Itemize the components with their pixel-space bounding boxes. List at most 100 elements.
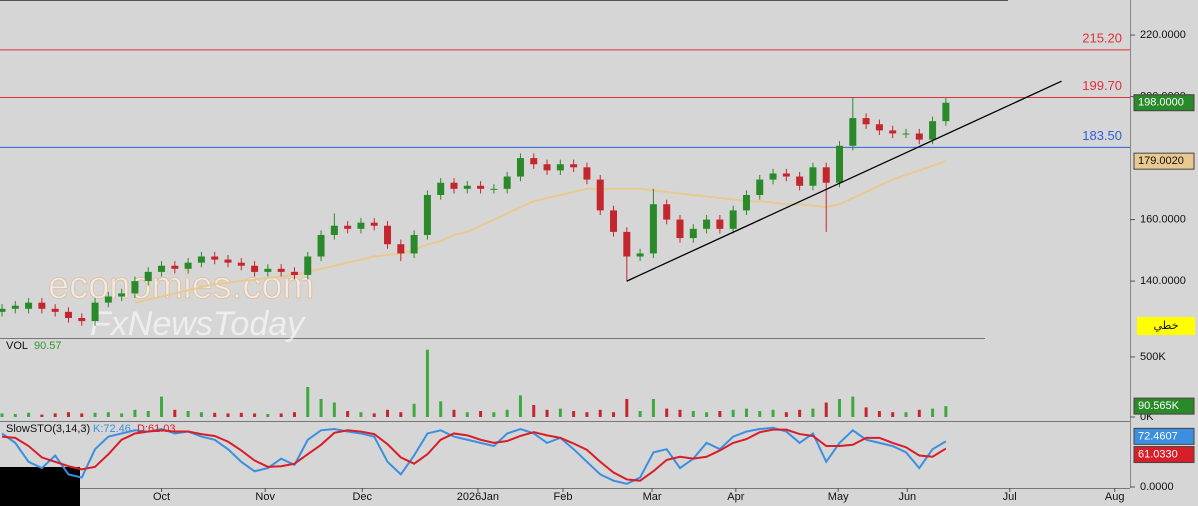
- candle-body: [290, 271, 298, 275]
- watermark: economies.com: [48, 265, 314, 307]
- volume-bar: [585, 412, 589, 417]
- candle-body: [556, 164, 564, 171]
- candle-body: [224, 259, 232, 263]
- volume-bar: [226, 413, 230, 417]
- candle-body: [583, 167, 591, 180]
- candle-body: [197, 256, 205, 263]
- x-tick-label: Dec: [352, 491, 372, 503]
- candle-body: [51, 308, 59, 312]
- value-tag: [1133, 397, 1195, 415]
- candle-body: [437, 182, 445, 195]
- volume-bar: [705, 412, 709, 417]
- candle-body: [264, 268, 272, 272]
- volume-bar: [811, 408, 815, 417]
- trend-line: [626, 80, 1062, 282]
- volume-bar: [80, 413, 84, 417]
- candle-body: [822, 167, 830, 183]
- candle-body: [636, 253, 644, 257]
- candle-body: [929, 121, 937, 140]
- candle-body: [503, 176, 511, 189]
- x-tick-label: May: [828, 491, 849, 503]
- candle-body: [251, 265, 259, 272]
- style-button[interactable]: [1137, 317, 1195, 335]
- candle-body: [11, 305, 19, 309]
- value-tag: [1133, 427, 1195, 445]
- candle-body: [490, 188, 498, 190]
- volume-bar: [931, 408, 935, 417]
- y-tick-label: 140.0000: [1140, 275, 1186, 287]
- candle-body: [849, 118, 857, 146]
- candle-body: [610, 210, 618, 232]
- candle-body: [304, 256, 312, 275]
- oscillator-line: [1, 428, 947, 482]
- value-tag: [1133, 94, 1195, 112]
- volume-bar: [372, 413, 376, 417]
- candle-body: [516, 158, 524, 177]
- candle-body: [902, 133, 910, 135]
- volume-bar: [106, 412, 110, 417]
- candle-body: [370, 222, 378, 226]
- candle-body: [410, 234, 418, 254]
- candle-body: [742, 194, 750, 211]
- pane-value: 90.57: [34, 340, 62, 352]
- candle-body: [237, 262, 245, 266]
- value-tag-label: 61.0330: [1138, 448, 1178, 460]
- volume-bar: [0, 413, 4, 417]
- level-label: 199.70: [1082, 78, 1122, 93]
- candle-body: [384, 225, 392, 245]
- volume-bar: [877, 410, 881, 417]
- candle-body: [875, 124, 883, 131]
- volume-bar: [346, 410, 350, 417]
- volume-bar: [199, 412, 203, 417]
- volume-bar: [891, 412, 895, 417]
- value-tag: [1133, 152, 1195, 170]
- candle-body: [211, 256, 219, 260]
- candle-body: [889, 130, 897, 134]
- value-tag: [1133, 446, 1195, 464]
- candle-body: [184, 262, 192, 269]
- value-tag-label: 72.4607: [1138, 430, 1178, 442]
- candle-body: [915, 133, 923, 140]
- volume-bar: [518, 395, 522, 417]
- volume-bar: [399, 412, 403, 417]
- pane-title: VOL: [6, 340, 28, 352]
- y-tick-label: 220.0000: [1140, 29, 1186, 41]
- legend-entry: K:72.46: [93, 423, 131, 435]
- candle-body: [570, 164, 578, 168]
- volume-bar: [13, 413, 17, 417]
- value-tag-label: 198.0000: [1138, 97, 1184, 109]
- volume-bar: [612, 412, 616, 417]
- candle-body: [942, 102, 950, 122]
- volume-bar: [824, 402, 828, 417]
- volume-bar: [40, 414, 44, 417]
- volume-bar: [944, 406, 948, 417]
- watermark: FxNewsToday: [90, 305, 306, 343]
- volume-bar: [731, 409, 735, 417]
- x-tick-label: Apr: [727, 491, 744, 503]
- volume-bar: [412, 403, 416, 417]
- volume-bar: [186, 410, 190, 417]
- candle-body: [171, 265, 179, 269]
- volume-bar: [665, 408, 669, 417]
- time-axis: [0, 488, 1198, 506]
- volume-bar: [146, 410, 150, 417]
- volume-bar: [53, 413, 57, 417]
- volume-bar: [532, 404, 536, 417]
- candle-body: [796, 176, 804, 186]
- style-button-label[interactable]: خطي: [1154, 320, 1179, 332]
- volume-bar: [239, 412, 243, 417]
- candle-body: [104, 296, 112, 303]
- candle-body: [623, 231, 631, 257]
- volume-bar: [558, 408, 562, 417]
- candle-body: [689, 228, 697, 239]
- volume-bar: [838, 398, 842, 417]
- x-tick-label: Jun: [898, 491, 916, 503]
- candle-body: [716, 219, 724, 229]
- volume-bar: [545, 409, 549, 417]
- candle-body: [158, 265, 166, 272]
- volume-bar: [718, 410, 722, 417]
- volume-bar: [691, 410, 695, 417]
- volume-bar: [479, 410, 483, 417]
